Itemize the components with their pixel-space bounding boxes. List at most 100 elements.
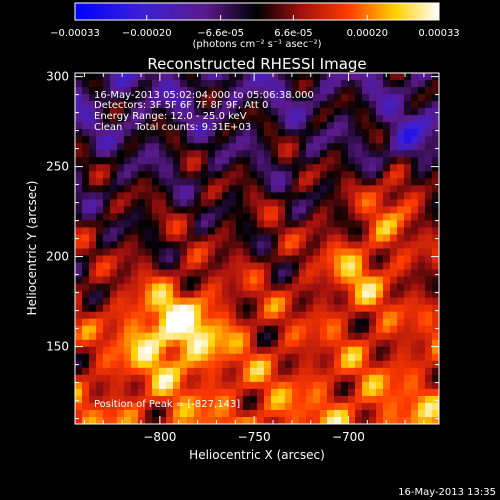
heatmap-cell (285, 297, 293, 306)
heatmap-cell (376, 402, 384, 411)
heatmap-cell (334, 171, 342, 179)
heatmap-cell (320, 409, 328, 418)
heatmap-cell (271, 283, 279, 292)
heatmap-cell (229, 332, 237, 341)
heatmap-cell (166, 388, 174, 397)
heatmap-cell (425, 360, 433, 369)
heatmap-cell (145, 101, 153, 109)
heatmap-cell (222, 171, 230, 179)
heatmap-cell (348, 409, 356, 418)
heatmap-cell (222, 416, 230, 425)
heatmap-cell (271, 248, 279, 256)
heatmap-cell (341, 136, 349, 144)
heatmap-cell (299, 283, 307, 292)
heatmap-cell (278, 157, 286, 165)
heatmap-cell (362, 220, 370, 228)
heatmap-cell (201, 290, 209, 299)
heatmap-cell (341, 150, 349, 158)
heatmap-cell (306, 171, 314, 179)
heatmap-cell (355, 150, 363, 158)
heatmap-cell (313, 353, 321, 362)
heatmap-cell (292, 395, 300, 404)
heatmap-cell (299, 129, 307, 137)
heatmap-cell (285, 199, 293, 207)
heatmap-cell (187, 150, 195, 158)
heatmap-cell (236, 255, 244, 263)
heatmap-cell (334, 178, 342, 186)
heatmap-cell (418, 185, 426, 193)
heatmap-cell (306, 311, 314, 320)
heatmap-cell (418, 122, 426, 130)
heatmap-cell (250, 80, 258, 88)
heatmap-cell (383, 199, 391, 207)
heatmap-cell (173, 353, 181, 362)
heatmap-cell (103, 234, 111, 242)
heatmap-cell (131, 374, 139, 383)
heatmap-cell (334, 101, 342, 109)
heatmap-cell (201, 192, 209, 200)
heatmap-cell (264, 227, 272, 235)
heatmap-cell (418, 416, 426, 425)
heatmap-cell (418, 318, 426, 327)
heatmap-cell (82, 297, 90, 306)
heatmap-cell (201, 129, 209, 137)
heatmap-cell (411, 150, 419, 158)
heatmap-cell (250, 409, 258, 418)
heatmap-cell (278, 290, 286, 299)
heatmap-cell (131, 234, 139, 242)
heatmap-cell (208, 164, 216, 172)
heatmap-cell (313, 262, 321, 270)
heatmap-cell (222, 220, 230, 228)
heatmap-cell (229, 304, 237, 313)
heatmap-cell (236, 164, 244, 172)
heatmap-cell (138, 332, 146, 341)
heatmap-cell (376, 388, 384, 397)
heatmap-cell (327, 318, 335, 327)
heatmap-cell (180, 171, 188, 179)
heatmap-cell (348, 269, 356, 277)
heatmap-cell (243, 171, 251, 179)
heatmap-cell (89, 304, 97, 313)
heatmap-cell (369, 346, 377, 355)
heatmap-cell (201, 234, 209, 242)
heatmap-cell (180, 150, 188, 158)
heatmap-cell (390, 325, 398, 334)
heatmap-cell (278, 94, 286, 102)
heatmap-cell (117, 241, 125, 249)
heatmap-cell (355, 122, 363, 130)
heatmap-cell (152, 325, 160, 334)
heatmap-cell (418, 339, 426, 348)
heatmap-cell (236, 339, 244, 348)
heatmap-cell (292, 73, 300, 81)
heatmap-cell (271, 213, 279, 221)
heatmap-cell (362, 213, 370, 221)
heatmap-cell (362, 304, 370, 313)
heatmap-cell (243, 234, 251, 242)
heatmap-cell (285, 381, 293, 390)
heatmap-cell (264, 136, 272, 144)
heatmap-cell (355, 395, 363, 404)
heatmap-cell (390, 185, 398, 193)
heatmap-cell (103, 192, 111, 200)
heatmap-cell (201, 122, 209, 130)
heatmap-cell (432, 381, 440, 390)
heatmap-cell (355, 339, 363, 348)
y-tick-label: 150 (46, 340, 69, 354)
heatmap-cell (383, 136, 391, 144)
heatmap-cell (313, 101, 321, 109)
heatmap-cell (257, 339, 265, 348)
heatmap-cell (306, 374, 314, 383)
heatmap-cell (166, 157, 174, 165)
heatmap-cell (82, 332, 90, 341)
heatmap-cell (173, 241, 181, 249)
heatmap-cell (292, 94, 300, 102)
heatmap-cell (285, 269, 293, 277)
heatmap-cell (397, 213, 405, 221)
heatmap-cell (222, 381, 230, 390)
heatmap-cell (243, 73, 251, 81)
heatmap-cell (390, 199, 398, 207)
heatmap-cell (341, 157, 349, 165)
heatmap-cell (89, 409, 97, 418)
heatmap-cell (432, 80, 440, 88)
heatmap-cell (187, 395, 195, 404)
